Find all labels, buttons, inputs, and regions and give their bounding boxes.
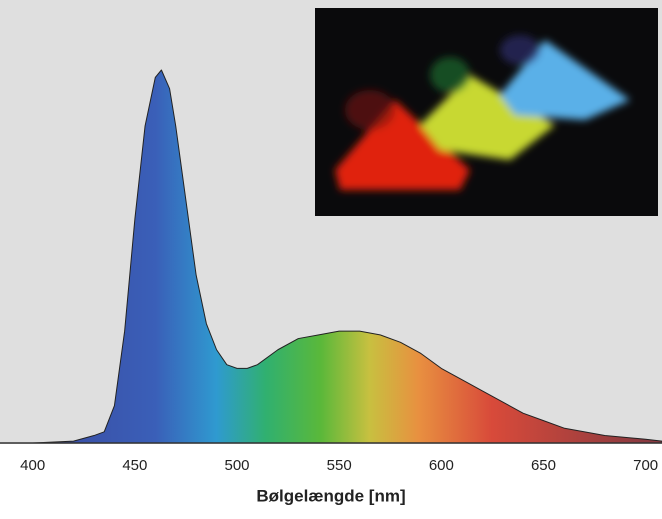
- spectrum-area: [32, 69, 662, 444]
- x-tick-label: 600: [429, 457, 454, 474]
- x-tick-label: 450: [122, 457, 147, 474]
- x-tick-label: 400: [20, 457, 45, 474]
- x-tick-label: 700: [633, 457, 658, 474]
- inset-photo: [315, 8, 658, 216]
- x-tick-label: 550: [327, 457, 352, 474]
- x-tick-label: 650: [531, 457, 556, 474]
- x-tick-label: 500: [224, 457, 249, 474]
- x-axis-label: Bølgelængde [nm]: [256, 486, 405, 505]
